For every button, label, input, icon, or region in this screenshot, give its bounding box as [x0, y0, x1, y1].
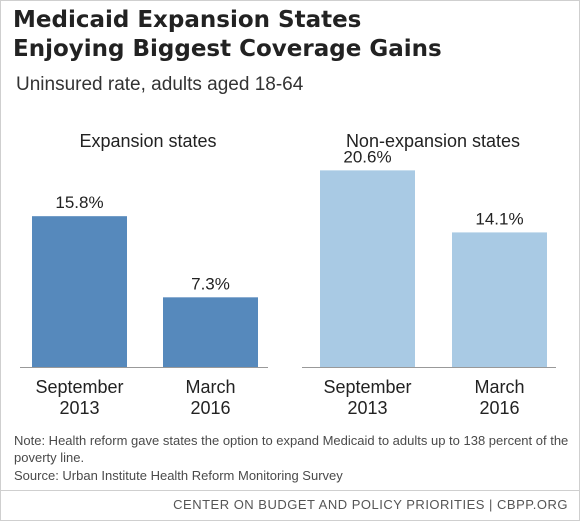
- data-label: 15.8%: [55, 193, 103, 212]
- bar: [452, 232, 547, 367]
- footer-divider: [0, 490, 580, 491]
- x-tick-label: 2016: [190, 398, 230, 418]
- x-tick-label: 2013: [347, 398, 387, 418]
- panel-title: Non-expansion states: [346, 131, 520, 151]
- x-tick-label: 2013: [59, 398, 99, 418]
- x-tick-label: March: [474, 377, 524, 397]
- x-tick-label: September: [323, 377, 411, 397]
- chart-source: Source: Urban Institute Health Reform Mo…: [14, 468, 343, 483]
- data-label: 14.1%: [475, 209, 523, 228]
- bar: [32, 216, 127, 367]
- panel-title: Expansion states: [79, 131, 216, 151]
- chart-note: Note: Health reform gave states the opti…: [14, 433, 569, 465]
- x-tick-label: March: [185, 377, 235, 397]
- data-label: 20.6%: [343, 147, 391, 166]
- bar: [320, 170, 415, 367]
- x-tick-label: 2016: [479, 398, 519, 418]
- chart-title-line-1: Medicaid Expansion States: [13, 7, 362, 33]
- chart-title-line-2: Enjoying Biggest Coverage Gains: [13, 36, 442, 62]
- bar-charts: Expansion states15.8%September20137.3%Ma…: [20, 131, 556, 418]
- chart-subtitle: Uninsured rate, adults aged 18-64: [16, 74, 304, 95]
- x-tick-label: September: [35, 377, 123, 397]
- chart-title: Medicaid Expansion States Enjoying Bigge…: [13, 6, 573, 64]
- bar: [163, 297, 258, 367]
- footer-credit: CENTER ON BUDGET AND POLICY PRIORITIES |…: [173, 497, 568, 512]
- data-label: 7.3%: [191, 274, 230, 293]
